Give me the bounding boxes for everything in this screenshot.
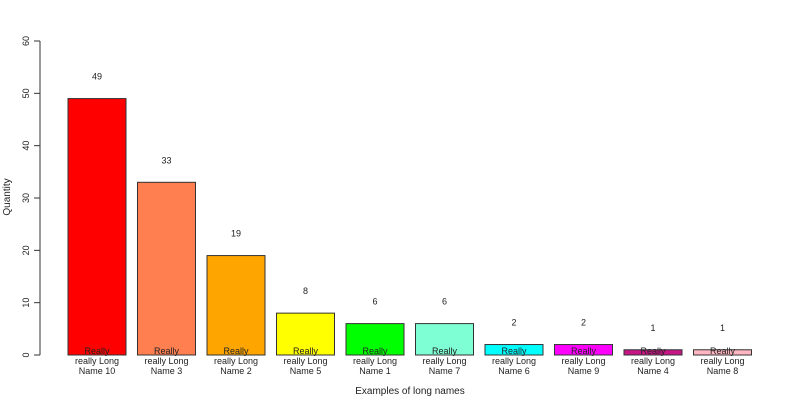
y-tick-label: 20 [21,245,31,255]
category-label-line: really Long [561,356,605,366]
category-label-line: really Long [492,356,536,366]
data-label: 33 [161,155,171,165]
category-label-line: Really [432,346,458,356]
y-tick-label: 30 [21,193,31,203]
y-tick-label: 0 [21,352,31,357]
x-axis-title: Examples of long names [355,386,465,397]
data-label: 1 [720,323,725,333]
category-label-line: Name 6 [498,366,530,376]
category-label-line: Name 7 [429,366,461,376]
category-label-line: really Long [353,356,397,366]
bar [67,98,127,356]
category-label-line: really Long [214,356,258,366]
bars [67,98,752,356]
data-labels: 49 33 19 8 6 6 2 2 1 1 [92,72,725,333]
data-label: 6 [372,297,377,307]
category-label-line: Name 5 [290,366,322,376]
bar [276,312,335,356]
category-label-line: really Long [700,356,744,366]
category-label-line: Really [710,346,736,356]
bar [484,344,544,356]
data-label: 6 [442,297,447,307]
category-label-line: Really [84,346,110,356]
category-label-line: really Long [283,356,327,366]
data-label: 2 [581,318,586,328]
bar [415,323,474,356]
category-label-line: Really [154,346,180,356]
data-label: 19 [231,229,241,239]
y-tick-label: 10 [21,298,31,308]
category-label-line: Name 10 [79,366,116,376]
category-label-line: Really [362,346,388,356]
data-label: 1 [650,323,655,333]
y-axis-title: Quantity [2,178,13,215]
category-label-line: Name 4 [637,366,669,376]
y-tick-label: 60 [21,36,31,46]
category-label-line: Name 3 [151,366,183,376]
category-label-line: really Long [631,356,675,366]
category-label-line: Really [571,346,597,356]
category-label-line: really Long [422,356,466,366]
y-axis: 0 10 20 30 40 50 60 [21,36,41,358]
y-tick-label: 50 [21,88,31,98]
category-label-line: Name 8 [707,366,739,376]
category-label-line: Really [501,346,527,356]
category-label-line: really Long [144,356,188,366]
category-label-line: Really [640,346,666,356]
y-tick-label: 40 [21,141,31,151]
data-label: 2 [511,318,516,328]
bar [623,349,683,356]
category-label-line: Name 2 [220,366,252,376]
category-label-line: Really [223,346,249,356]
data-label: 8 [303,286,308,296]
bar [206,255,266,356]
bar [693,349,752,356]
bar [137,181,196,356]
category-label-line: Name 9 [568,366,600,376]
category-label-line: Really [293,346,319,356]
bar [554,344,613,356]
category-label-line: really Long [75,356,119,366]
bar [345,323,405,356]
data-label: 49 [92,72,102,82]
category-label-line: Name 1 [359,366,391,376]
